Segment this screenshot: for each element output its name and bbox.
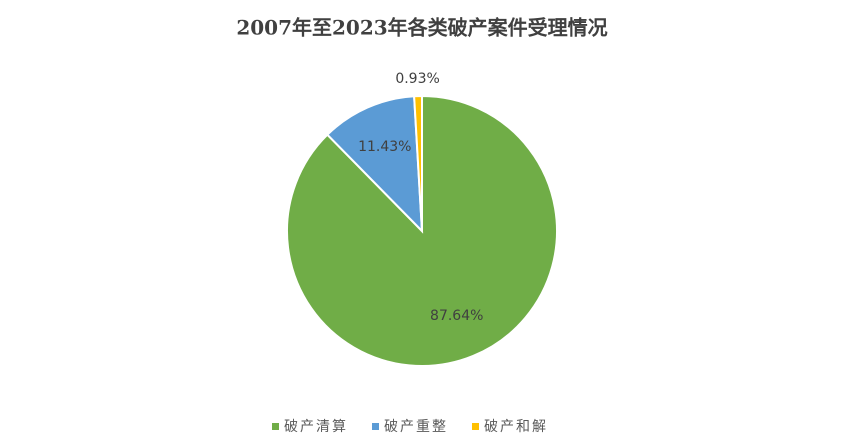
chart-title: 2007年至2023年各类破产案件受理情况 bbox=[236, 16, 607, 40]
data-label: 0.93% bbox=[395, 71, 439, 87]
legend-label: 破产重整 bbox=[384, 419, 448, 435]
pie-slice bbox=[413, 94, 423, 232]
pie-slice bbox=[325, 95, 424, 234]
data-label: 11.43% bbox=[358, 139, 411, 155]
legend: 破产清算 破产重整 破产和解 bbox=[272, 419, 548, 435]
legend-swatch bbox=[272, 423, 279, 430]
legend-swatch bbox=[372, 423, 379, 430]
pie: 87.64% 11.43% 0.93% bbox=[286, 71, 558, 367]
legend-label: 破产清算 bbox=[284, 419, 348, 435]
legend-label: 破产和解 bbox=[484, 419, 548, 435]
legend-swatch bbox=[472, 423, 479, 430]
data-label: 87.64% bbox=[430, 308, 483, 324]
